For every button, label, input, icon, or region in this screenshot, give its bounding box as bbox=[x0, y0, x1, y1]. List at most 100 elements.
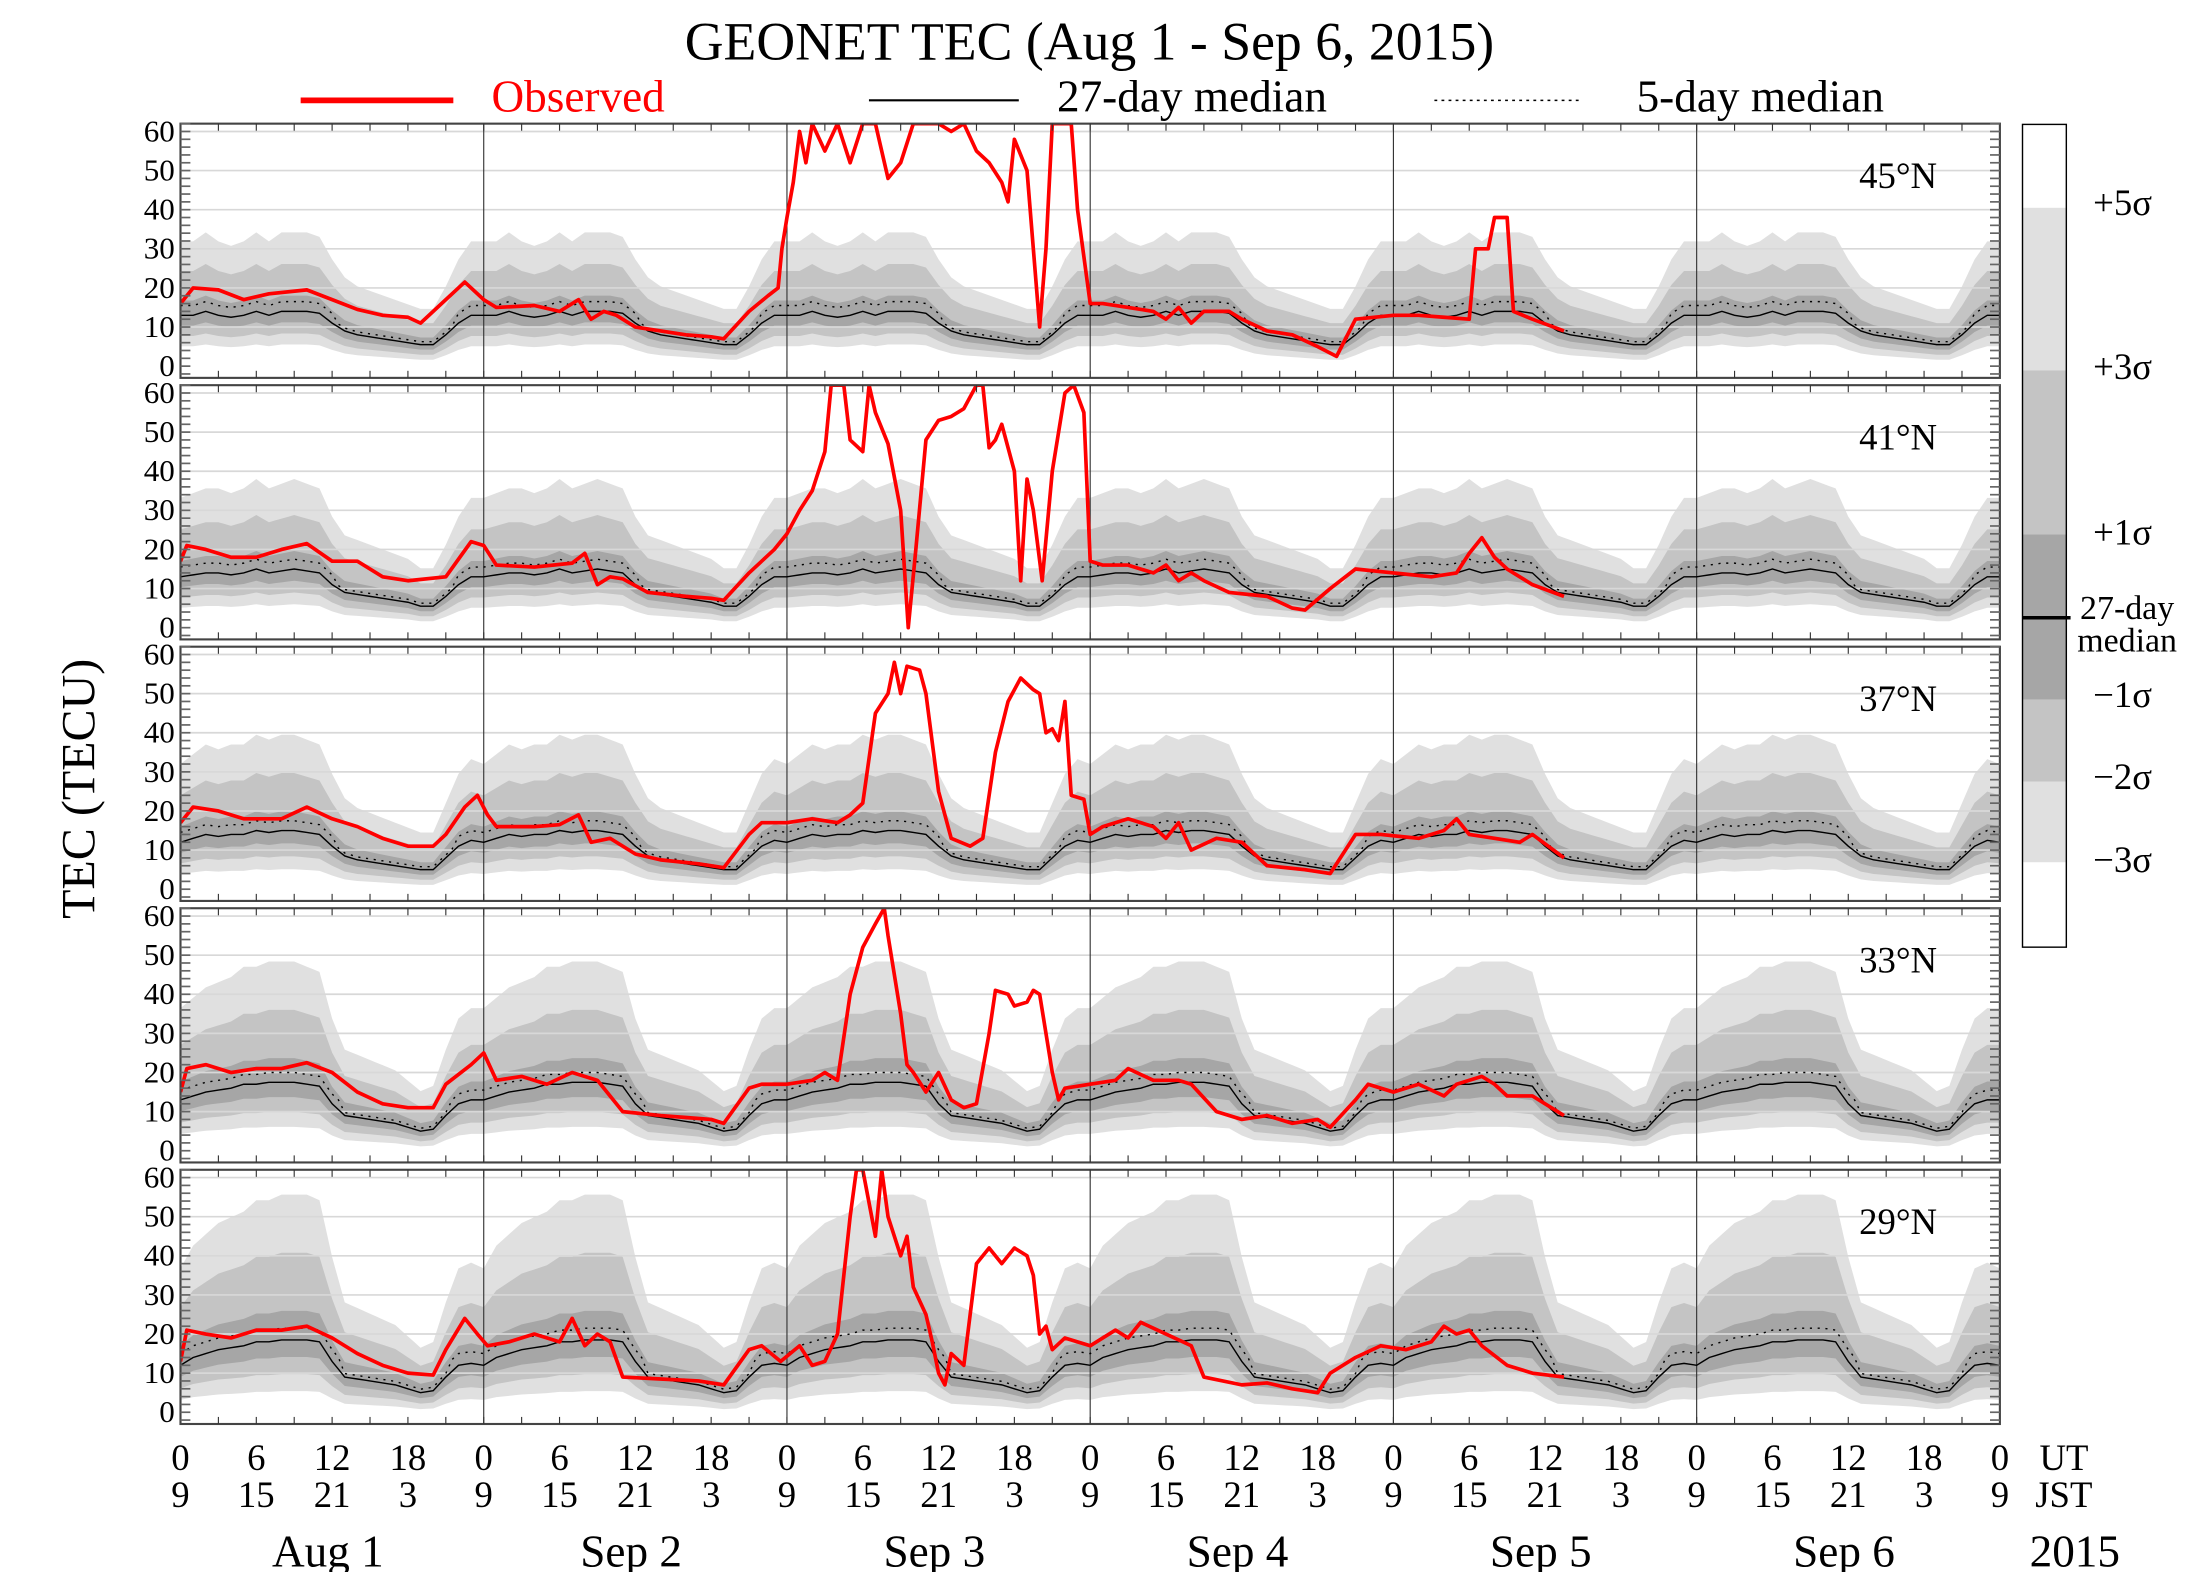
x-tick-label-jst: 21 bbox=[1223, 1474, 1260, 1515]
x-tick-label-ut: 12 bbox=[1223, 1437, 1260, 1478]
median-5day-line bbox=[180, 558, 2000, 604]
median-27day-line bbox=[180, 568, 2000, 607]
x-tick-label-jst: 3 bbox=[1915, 1474, 1933, 1515]
y-tick-label: 40 bbox=[144, 715, 175, 750]
x-tick-label-ut: 18 bbox=[693, 1437, 730, 1478]
y-tick-label: 50 bbox=[144, 937, 175, 972]
observed-line bbox=[180, 385, 1565, 630]
y-tick-label: 50 bbox=[144, 676, 175, 711]
day-label: Sep 5 bbox=[1490, 1526, 1592, 1572]
legend-median27-label: 27-day median bbox=[1057, 72, 1327, 122]
x-tick-label-ut: 0 bbox=[1991, 1437, 2009, 1478]
y-tick-label: 60 bbox=[144, 113, 175, 148]
x-tick-label-jst: 21 bbox=[314, 1474, 351, 1515]
y-tick-label: 40 bbox=[144, 976, 175, 1011]
y-tick-label: 60 bbox=[144, 898, 175, 933]
x-tick-label-jst: 9 bbox=[778, 1474, 796, 1515]
y-tick-label: 10 bbox=[144, 832, 175, 867]
y-tick-label: 20 bbox=[144, 1054, 175, 1089]
median-5day-line bbox=[180, 300, 2000, 343]
x-tick-label-jst: 15 bbox=[541, 1474, 578, 1515]
x-tick-label-ut: 6 bbox=[1157, 1437, 1175, 1478]
y-tick-label: 40 bbox=[144, 192, 175, 227]
ut-label: UT bbox=[2039, 1437, 2088, 1478]
x-tick-label-jst: 3 bbox=[399, 1474, 417, 1515]
x-tick-label-ut: 0 bbox=[1687, 1437, 1705, 1478]
y-tick-label: 10 bbox=[144, 570, 175, 605]
y-tick-label: 50 bbox=[144, 152, 175, 187]
x-tick-label-ut: 18 bbox=[996, 1437, 1033, 1478]
colorbar-frame bbox=[2021, 123, 2068, 948]
legend-observed-label: Observed bbox=[492, 72, 666, 122]
x-tick-label-jst: 9 bbox=[1384, 1474, 1402, 1515]
x-tick-label-ut: 0 bbox=[1081, 1437, 1099, 1478]
y-tick-label: 0 bbox=[159, 871, 175, 906]
x-tick-label-ut: 6 bbox=[1763, 1437, 1781, 1478]
x-tick-label-ut: 18 bbox=[1906, 1437, 1943, 1478]
x-tick-label-ut: 18 bbox=[390, 1437, 427, 1478]
x-tick-label-ut: 6 bbox=[854, 1437, 872, 1478]
median-27day-line bbox=[180, 829, 2000, 871]
x-tick-label-jst: 21 bbox=[1830, 1474, 1867, 1515]
day-label: Sep 6 bbox=[1793, 1526, 1895, 1572]
y-tick-label: 0 bbox=[159, 610, 175, 645]
y-tick-label: 40 bbox=[144, 1238, 175, 1273]
y-tick-label: 30 bbox=[144, 754, 175, 789]
y-tick-label: 60 bbox=[144, 1159, 175, 1194]
jst-label: JST bbox=[2035, 1474, 2092, 1515]
x-tick-label-jst: 3 bbox=[1612, 1474, 1630, 1515]
day-label: Sep 2 bbox=[580, 1526, 682, 1572]
median-27day-line bbox=[180, 1339, 2000, 1394]
x-axis-labels: UT JST 2015 0 6 12 18 0 6 12 18 0 6 12 18 0 6 12 18 0 6 12… bbox=[171, 1437, 2120, 1572]
y-tick-label: 50 bbox=[144, 1199, 175, 1234]
colorbar-sigma-label: +1σ bbox=[2093, 511, 2152, 552]
x-tick-label-ut: 12 bbox=[1830, 1437, 1867, 1478]
sigma-colorbar: 27-day median +5σ +3σ +1σ −1σ −2σ −3σ bbox=[2021, 123, 2177, 948]
x-tick-label-jst: 15 bbox=[238, 1474, 275, 1515]
x-tick-label-ut: 12 bbox=[617, 1437, 654, 1478]
y-tick-label: 10 bbox=[144, 1094, 175, 1129]
y-tick-label: 0 bbox=[159, 348, 175, 383]
colorbar-sigma-label: +3σ bbox=[2093, 346, 2152, 387]
y-tick-label: 60 bbox=[144, 375, 175, 410]
x-tick-label-jst: 3 bbox=[1005, 1474, 1023, 1515]
panel-latitude-label: 33°N bbox=[1859, 940, 1937, 981]
colorbar-median-label-2: median bbox=[2077, 623, 2177, 660]
day-label: Sep 3 bbox=[883, 1526, 985, 1572]
y-tick-label: 20 bbox=[144, 531, 175, 566]
panels: 0 10 20 30 40 50 60 45°N 0 10 20 30 40 50 60 41°N 0 10 20 3… bbox=[144, 113, 2001, 1429]
x-tick-label-jst: 9 bbox=[1991, 1474, 2009, 1515]
y-tick-label: 20 bbox=[144, 270, 175, 305]
year-label: 2015 bbox=[2030, 1526, 2120, 1572]
median-27day-line bbox=[180, 1081, 2000, 1132]
x-tick-label-ut: 12 bbox=[920, 1437, 957, 1478]
x-tick-label-jst: 15 bbox=[1148, 1474, 1185, 1515]
x-tick-label-ut: 0 bbox=[1384, 1437, 1402, 1478]
colorbar-segment bbox=[2022, 699, 2067, 782]
y-tick-label: 40 bbox=[144, 453, 175, 488]
day-label: Aug 1 bbox=[272, 1526, 384, 1572]
x-tick-label-jst: 9 bbox=[1081, 1474, 1099, 1515]
y-tick-label: 50 bbox=[144, 414, 175, 449]
x-tick-label-ut: 18 bbox=[1602, 1437, 1639, 1478]
x-tick-label-ut: 0 bbox=[171, 1437, 189, 1478]
chart-title: GEONET TEC (Aug 1 - Sep 6, 2015) bbox=[685, 11, 1494, 71]
observed-line bbox=[180, 660, 1566, 876]
x-tick-label-ut: 0 bbox=[475, 1437, 493, 1478]
colorbar-segment bbox=[2022, 781, 2067, 863]
panel-41N: 0 10 20 30 40 50 60 41°N bbox=[144, 375, 2001, 645]
x-tick-label-ut: 18 bbox=[1299, 1437, 1336, 1478]
colorbar-sigma-label: −3σ bbox=[2093, 839, 2152, 880]
x-tick-label-ut: 0 bbox=[778, 1437, 796, 1478]
x-tick-label-jst: 9 bbox=[475, 1474, 493, 1515]
x-tick-label-ut: 6 bbox=[550, 1437, 568, 1478]
y-tick-label: 30 bbox=[144, 492, 175, 527]
panel-45N: 0 10 20 30 40 50 60 45°N bbox=[144, 113, 2001, 383]
legend: Observed 27-day median 5-day median bbox=[300, 72, 1884, 122]
colorbar-median-label-1: 27-day bbox=[2080, 590, 2174, 627]
panel-latitude-label: 45°N bbox=[1859, 155, 1937, 196]
x-tick-label-jst: 9 bbox=[171, 1474, 189, 1515]
x-tick-label-jst: 21 bbox=[1527, 1474, 1564, 1515]
x-tick-label-jst: 15 bbox=[844, 1474, 881, 1515]
y-tick-label: 0 bbox=[159, 1394, 175, 1429]
